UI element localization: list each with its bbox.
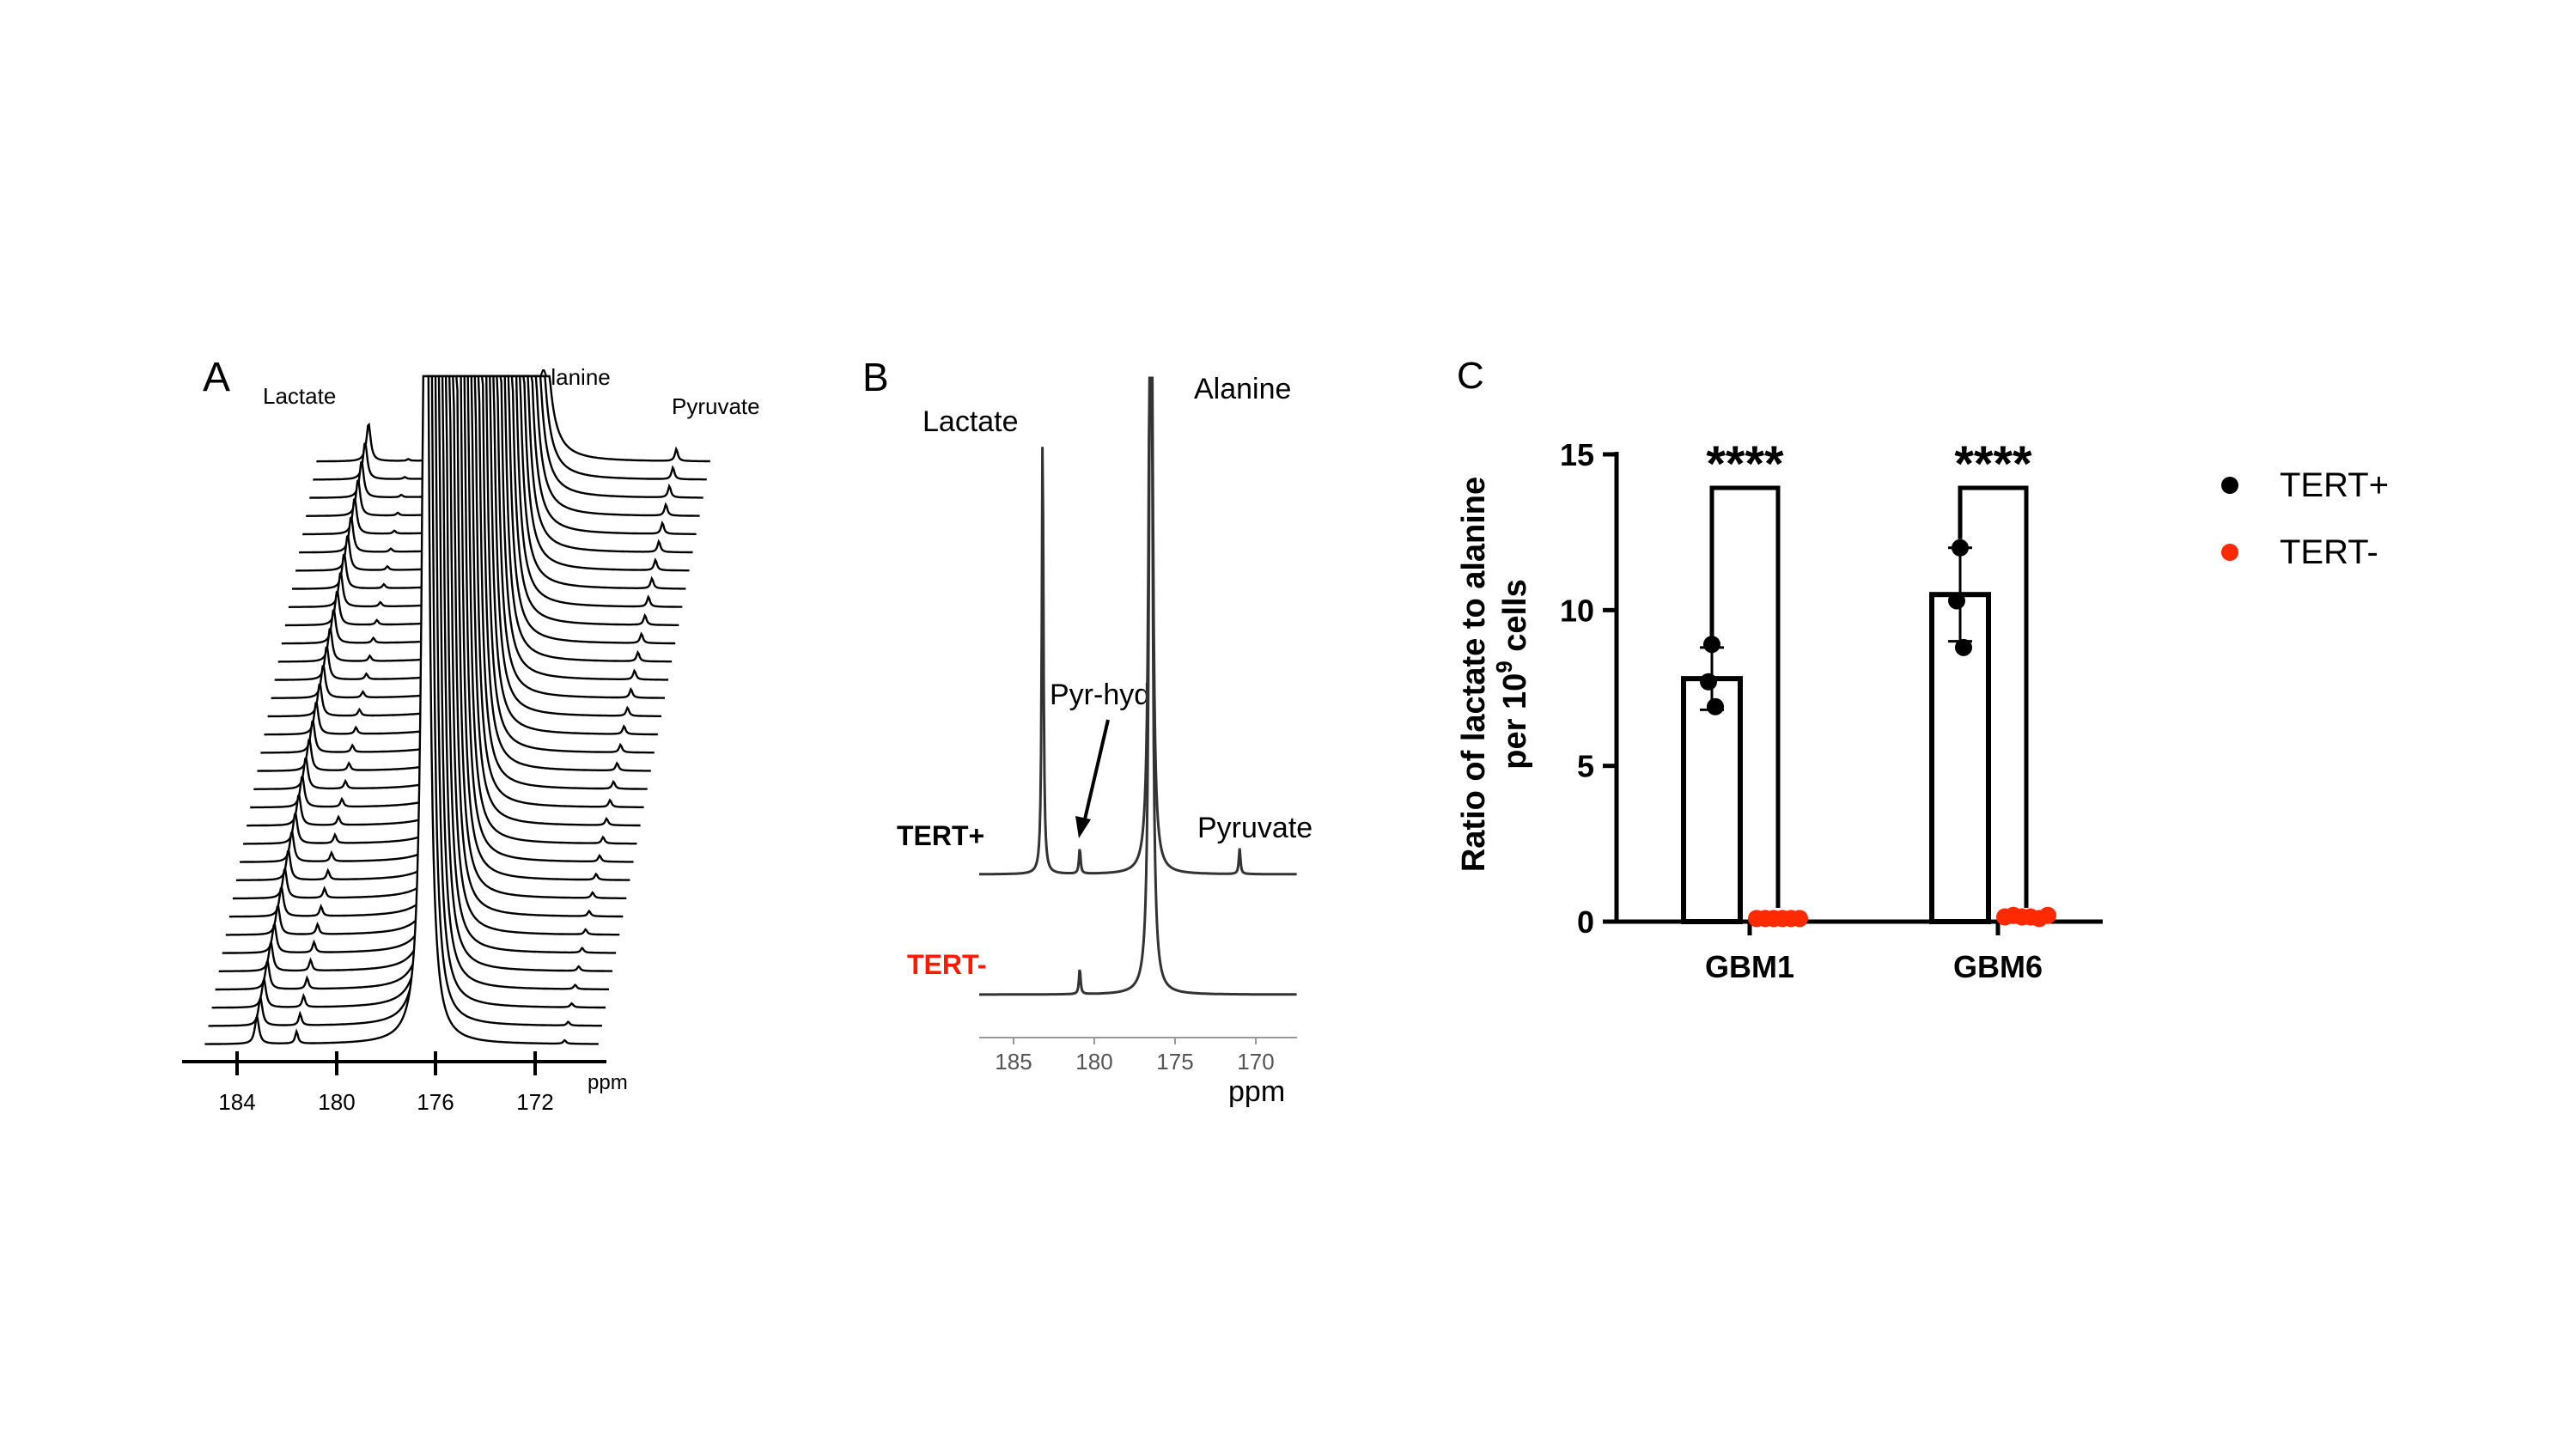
trace-label-tert-neg: TERT-: [907, 949, 986, 980]
significance-stars: ****: [1954, 436, 2032, 492]
panel-b: B Lactate Alanine Pyr-hyd Pyruvate TERT+…: [862, 355, 1312, 1108]
panel-a: A Lactate Alanine Pyruvate 184 180 176 1…: [182, 355, 760, 1115]
panel-b-tick-label: 175: [1156, 1049, 1193, 1075]
panel-a-axis-unit: ppm: [588, 1071, 628, 1094]
panel-a-pyruvate-label: Pyruvate: [672, 393, 760, 419]
bar-tert-pos: [1681, 676, 1743, 924]
trace-label-tert-pos: TERT+: [897, 820, 984, 851]
spectrum-tert-pos: [979, 376, 1297, 876]
panel-b-axis-unit: ppm: [1228, 1075, 1285, 1108]
y-tick-label: 5: [1577, 749, 1594, 784]
data-point-tert-pos: [1955, 638, 1972, 656]
panel-b-tick-label: 185: [995, 1049, 1032, 1075]
bar-chart: 0 5 10 15 GBM1 **** GBM6 ****: [1560, 436, 2103, 984]
legend: TERT+ TERT-: [2221, 466, 2389, 571]
panel-b-tick-label: 180: [1075, 1049, 1112, 1075]
data-point-tert-pos: [1707, 697, 1724, 715]
panel-c: C Ratio of lactate to alanine per 109 ce…: [1456, 355, 2389, 984]
legend-label-tert-pos: TERT+: [2280, 466, 2389, 504]
panel-a-lactate-label: Lactate: [263, 383, 336, 409]
panel-c-y-label: Ratio of lactate to alanine per 109 cell…: [1456, 477, 1533, 872]
y-label-line-2: per 109 cells: [1491, 579, 1533, 770]
panel-a-tick-label: 184: [218, 1089, 255, 1115]
pyr-hyd-arrow: [1075, 719, 1110, 838]
panel-b-tick-label: 170: [1237, 1049, 1274, 1075]
significance-stars: ****: [1706, 436, 1784, 492]
data-point-tert-neg: [1791, 910, 1808, 928]
stacked-spectra: [204, 374, 710, 1045]
x-tick-label: GBM1: [1705, 949, 1794, 984]
y-tick-label: 15: [1560, 437, 1594, 472]
spectrum-trace: [211, 374, 606, 1009]
data-point-tert-pos: [1700, 673, 1717, 691]
legend-marker-tert-neg: [2221, 544, 2238, 561]
y-label-line-1: Ratio of lactate to alanine: [1456, 477, 1492, 872]
legend-marker-tert-pos: [2221, 477, 2238, 494]
panel-b-lactate-label: Lactate: [923, 405, 1019, 438]
significance-bracket: [1709, 485, 1781, 908]
panel-b-alanine-label: Alanine: [1194, 373, 1291, 405]
y-tick-label: 10: [1560, 593, 1594, 628]
panel-a-letter: A: [203, 355, 230, 400]
data-point-tert-pos: [1703, 636, 1720, 654]
spectrum-trace: [208, 374, 602, 1027]
data-point-tert-neg: [2039, 906, 2056, 924]
legend-label-tert-neg: TERT-: [2280, 533, 2378, 571]
panel-b-letter: B: [862, 355, 889, 399]
data-point-tert-pos: [1948, 592, 1965, 610]
panel-a-tick-label: 180: [318, 1089, 355, 1115]
spectrum-trace: [204, 374, 599, 1045]
panel-b-pyrhyd-label: Pyr-hyd: [1050, 679, 1150, 711]
data-point-tert-pos: [1952, 539, 1969, 557]
panel-a-tick-label: 172: [516, 1089, 553, 1115]
panel-b-pyruvate-label: Pyruvate: [1197, 812, 1312, 844]
panel-c-letter: C: [1457, 355, 1484, 397]
significance-bracket: [1958, 485, 2029, 908]
y-tick-label: 0: [1577, 904, 1594, 940]
x-tick-label: GBM6: [1953, 949, 2043, 984]
spectrum-tert-neg: [979, 376, 1297, 996]
panel-a-tick-label: 176: [417, 1089, 454, 1115]
